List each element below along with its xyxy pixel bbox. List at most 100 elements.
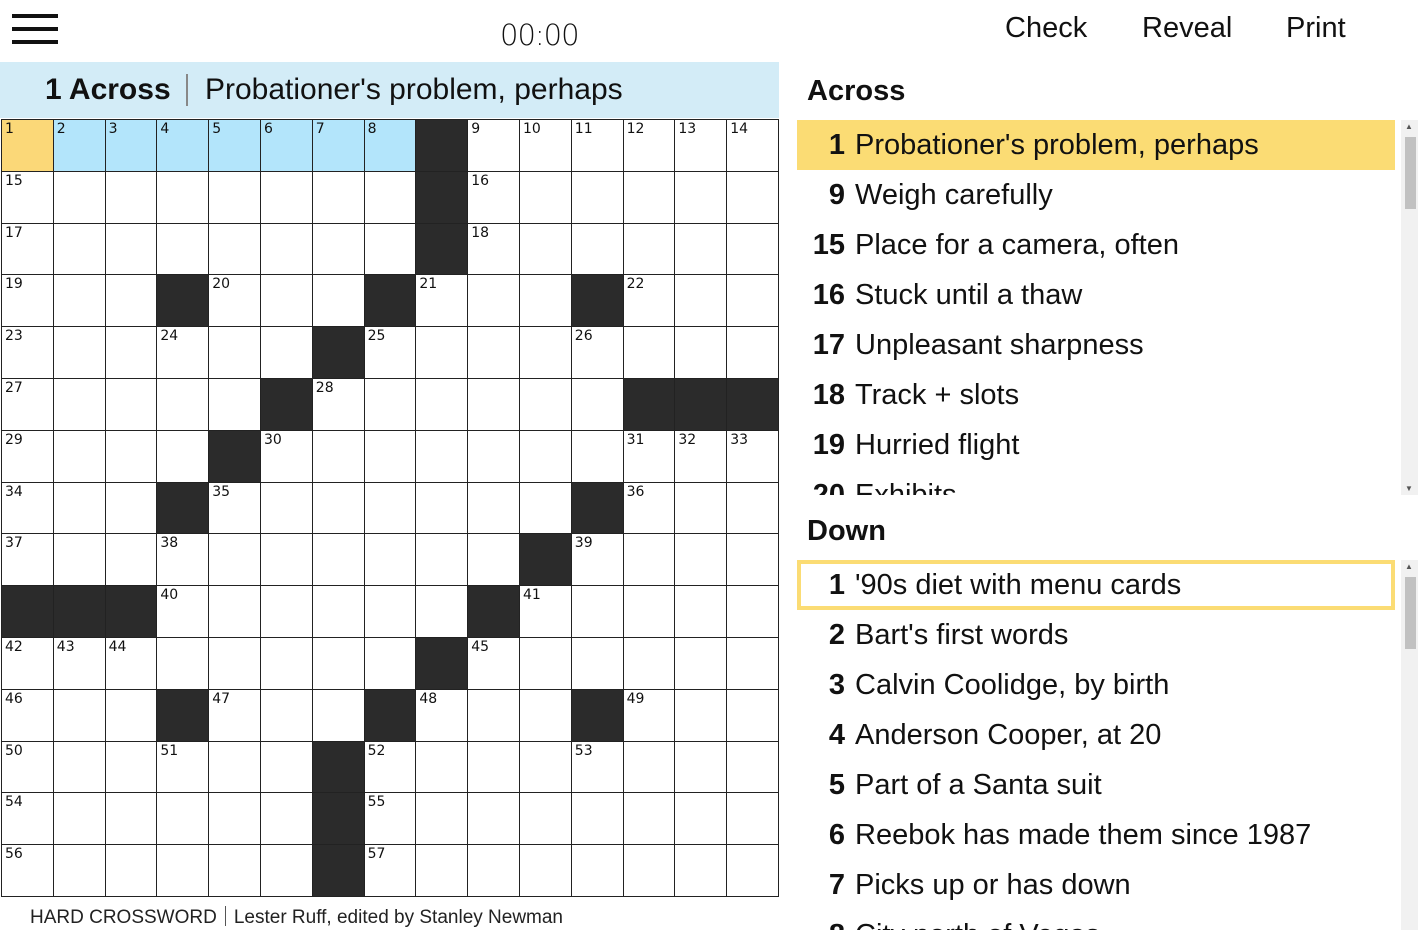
grid-cell[interactable]: [674, 637, 728, 690]
grid-cell[interactable]: 54: [1, 792, 54, 846]
grid-cell[interactable]: 4: [156, 119, 210, 172]
grid-cell[interactable]: [570, 844, 624, 897]
grid-cell[interactable]: [104, 740, 158, 794]
across-scrollbar[interactable]: ▲ ▼: [1401, 120, 1418, 495]
grid-cell[interactable]: 42: [1, 637, 54, 690]
grid-cell[interactable]: 37: [1, 533, 54, 587]
down-scrollbar[interactable]: ▲: [1401, 560, 1418, 930]
grid-cell[interactable]: 33: [726, 429, 779, 483]
grid-cell[interactable]: 22: [622, 274, 676, 328]
grid-cell[interactable]: [363, 170, 417, 224]
grid-cell[interactable]: 12: [622, 119, 676, 172]
grid-cell[interactable]: [52, 481, 106, 535]
grid-cell[interactable]: [104, 326, 158, 379]
grid-cell[interactable]: [363, 637, 417, 690]
grid-cell[interactable]: [208, 740, 261, 794]
across-clue-item[interactable]: 18 Track + slots: [797, 370, 1395, 420]
grid-cell[interactable]: [674, 481, 728, 535]
grid-cell[interactable]: [208, 637, 261, 690]
grid-cell[interactable]: [260, 481, 313, 535]
grid-cell[interactable]: [260, 740, 313, 794]
grid-cell[interactable]: [260, 274, 313, 328]
hamburger-menu-button[interactable]: [12, 14, 58, 46]
grid-cell[interactable]: [104, 222, 158, 276]
grid-cell[interactable]: [726, 533, 779, 587]
grid-cell[interactable]: [52, 844, 106, 897]
grid-cell[interactable]: [674, 740, 728, 794]
grid-cell[interactable]: [104, 533, 158, 587]
grid-cell[interactable]: [52, 688, 106, 742]
grid-cell[interactable]: 47: [208, 688, 261, 742]
grid-cell[interactable]: [726, 637, 779, 690]
grid-cell[interactable]: 52: [363, 740, 417, 794]
grid-cell[interactable]: [674, 688, 728, 742]
grid-cell[interactable]: 44: [104, 637, 158, 690]
grid-cell[interactable]: [52, 222, 106, 276]
grid-cell[interactable]: 30: [260, 429, 313, 483]
down-clue-item[interactable]: 5 Part of a Santa suit: [797, 760, 1395, 810]
grid-cell[interactable]: 45: [467, 637, 520, 690]
grid-cell[interactable]: [52, 740, 106, 794]
grid-cell[interactable]: [622, 637, 676, 690]
grid-cell[interactable]: [208, 170, 261, 224]
grid-cell[interactable]: [674, 170, 728, 224]
grid-cell[interactable]: [208, 378, 261, 431]
across-clue-item[interactable]: 19 Hurried flight: [797, 420, 1395, 470]
grid-cell[interactable]: [570, 429, 624, 483]
grid-cell[interactable]: [104, 274, 158, 328]
grid-cell[interactable]: [104, 170, 158, 224]
grid-cell[interactable]: [519, 378, 572, 431]
grid-cell[interactable]: [311, 481, 365, 535]
grid-cell[interactable]: [519, 274, 572, 328]
grid-cell[interactable]: 56: [1, 844, 54, 897]
grid-cell[interactable]: [674, 274, 728, 328]
grid-cell[interactable]: 7: [311, 119, 365, 172]
grid-cell[interactable]: [260, 844, 313, 897]
grid-cell[interactable]: [260, 688, 313, 742]
across-clue-item[interactable]: 9 Weigh carefully: [797, 170, 1395, 220]
grid-cell[interactable]: 13: [674, 119, 728, 172]
grid-cell[interactable]: [519, 170, 572, 224]
grid-cell[interactable]: [104, 688, 158, 742]
grid-cell[interactable]: 3: [104, 119, 158, 172]
grid-cell[interactable]: 39: [570, 533, 624, 587]
grid-cell[interactable]: 8: [363, 119, 417, 172]
grid-cell[interactable]: 31: [622, 429, 676, 483]
grid-cell[interactable]: [208, 844, 261, 897]
grid-cell[interactable]: [674, 326, 728, 379]
grid-cell[interactable]: [363, 378, 417, 431]
grid-cell[interactable]: [467, 533, 520, 587]
grid-cell[interactable]: [52, 792, 106, 846]
grid-cell[interactable]: 35: [208, 481, 261, 535]
grid-cell[interactable]: [570, 378, 624, 431]
grid-cell[interactable]: 43: [52, 637, 106, 690]
grid-cell[interactable]: [622, 844, 676, 897]
grid-cell[interactable]: [467, 740, 520, 794]
across-clue-item[interactable]: 1 Probationer's problem, perhaps: [797, 120, 1395, 170]
grid-cell[interactable]: [467, 844, 520, 897]
grid-cell[interactable]: [726, 222, 779, 276]
grid-cell[interactable]: [674, 844, 728, 897]
grid-cell[interactable]: [311, 429, 365, 483]
grid-cell[interactable]: [467, 792, 520, 846]
grid-cell[interactable]: 32: [674, 429, 728, 483]
grid-cell[interactable]: [104, 792, 158, 846]
grid-cell[interactable]: 34: [1, 481, 54, 535]
grid-cell[interactable]: [260, 326, 313, 379]
grid-cell[interactable]: [519, 844, 572, 897]
grid-cell[interactable]: [156, 429, 210, 483]
grid-cell[interactable]: [363, 222, 417, 276]
print-button[interactable]: Print: [1286, 12, 1346, 44]
grid-cell[interactable]: [519, 792, 572, 846]
grid-cell[interactable]: [52, 378, 106, 431]
grid-cell[interactable]: [311, 170, 365, 224]
grid-cell[interactable]: 25: [363, 326, 417, 379]
grid-cell[interactable]: [52, 533, 106, 587]
grid-cell[interactable]: [726, 481, 779, 535]
grid-cell[interactable]: 50: [1, 740, 54, 794]
grid-cell[interactable]: 10: [519, 119, 572, 172]
grid-cell[interactable]: 49: [622, 688, 676, 742]
down-clue-item[interactable]: 4 Anderson Cooper, at 20: [797, 710, 1395, 760]
grid-cell[interactable]: [726, 170, 779, 224]
grid-cell[interactable]: [260, 222, 313, 276]
